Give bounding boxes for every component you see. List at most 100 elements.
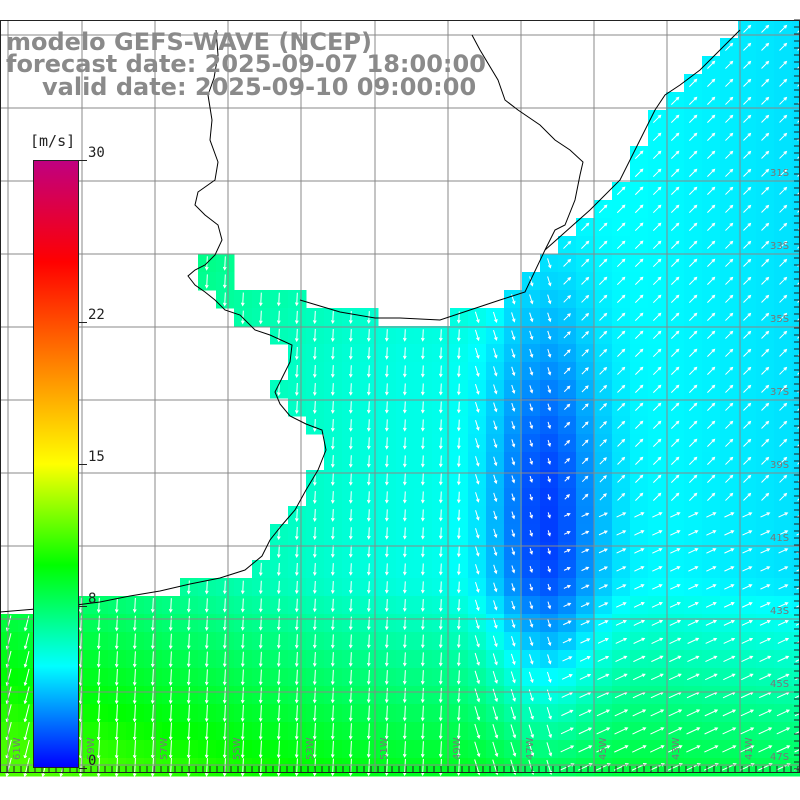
wind-arrow (402, 527, 407, 540)
wind-arrow (617, 492, 626, 501)
wind-arrow (616, 530, 627, 536)
wind-arrow (348, 491, 353, 504)
wind-arrow (632, 709, 647, 717)
wind-arrow (474, 706, 481, 721)
wind-arrow (689, 384, 698, 393)
wind-arrow (705, 637, 718, 644)
wind-arrow (510, 689, 516, 702)
wind-arrow (402, 383, 407, 396)
wind-arrow (668, 727, 683, 735)
wind-arrow (652, 222, 662, 232)
wind-arrow (689, 330, 698, 339)
wind-arrow (634, 150, 644, 160)
wind-arrow (438, 329, 443, 342)
wind-arrow (294, 562, 299, 577)
wind-arrow (616, 276, 626, 286)
wind-arrow (222, 580, 227, 595)
wind-arrow (312, 383, 317, 396)
wind-arrow (761, 384, 770, 393)
wind-arrow (778, 512, 789, 518)
wind-arrow (294, 400, 299, 415)
wind-arrow (617, 402, 626, 411)
wind-cell (792, 236, 800, 255)
wind-arrow (777, 673, 790, 681)
wind-arrow (741, 637, 754, 644)
wind-arrow (740, 709, 755, 717)
wind-arrow (725, 474, 734, 483)
wind-arrow (529, 312, 534, 323)
wind-arrow (670, 566, 681, 572)
wind-arrow (634, 276, 644, 286)
wind-arrow (670, 294, 680, 304)
wind-arrow (511, 636, 516, 647)
wind-arrow (778, 566, 789, 572)
latitude-label: 41S (770, 533, 789, 544)
wind-arrow (706, 566, 717, 572)
wind-arrow (724, 548, 735, 554)
wind-arrow (546, 689, 552, 702)
wind-arrow (493, 402, 498, 413)
wind-arrow (330, 455, 335, 468)
wind-arrow (312, 652, 317, 668)
wind-arrow (617, 456, 626, 465)
wind-arrow (348, 581, 353, 594)
wind-arrow (5, 757, 12, 778)
wind-arrow (529, 385, 534, 394)
lat-lon-grid (0, 19, 800, 773)
wind-cell (792, 146, 800, 165)
wind-arrow (366, 598, 371, 613)
wind-arrow (707, 456, 716, 465)
wind-arrow (240, 705, 245, 723)
wind-arrow (546, 742, 553, 757)
wind-arrow (616, 512, 627, 518)
wind-arrow (634, 512, 645, 518)
wind-arrow (581, 421, 589, 429)
wind-arrow (796, 568, 800, 572)
wind-arrow (150, 633, 155, 650)
wind-arrow (23, 668, 30, 687)
wind-arrow (529, 439, 534, 448)
wind-arrow (616, 186, 626, 196)
wind-arrow (599, 475, 607, 483)
wind-arrow (78, 757, 83, 778)
wind-arrow (150, 686, 155, 705)
wind-arrow (706, 548, 717, 554)
wind-arrow (493, 420, 498, 431)
wind-arrow (563, 385, 571, 393)
wind-arrow (493, 348, 498, 359)
wind-arrow (724, 566, 735, 572)
wind-arrow (312, 509, 317, 522)
wind-arrow (294, 364, 299, 379)
wind-arrow (402, 347, 407, 360)
wind-arrow (599, 366, 608, 375)
wind-arrow (707, 240, 716, 249)
wind-arrow (493, 329, 498, 341)
wind-arrow (294, 722, 299, 741)
wind-arrow (511, 312, 516, 323)
wind-arrow (330, 437, 335, 450)
wind-arrow (529, 348, 534, 358)
wind-arrow (204, 687, 209, 704)
wind-arrow (689, 420, 698, 429)
wind-arrow (704, 745, 719, 753)
wind-arrow (797, 425, 800, 429)
wind-arrow (581, 385, 589, 393)
wind-arrow (599, 457, 607, 465)
wind-arrow (330, 581, 335, 594)
wind-arrow (797, 353, 800, 357)
wind-arrow (511, 547, 516, 556)
wind-arrow (722, 709, 737, 717)
wind-arrow (420, 473, 425, 486)
longitude-label: 61W (12, 737, 23, 760)
wind-arrow (348, 563, 353, 576)
wind-arrow (779, 60, 788, 69)
wind-arrow (740, 727, 755, 735)
wind-arrow (797, 173, 800, 177)
wind-arrow (240, 580, 245, 595)
wind-arrow (634, 168, 644, 178)
wind-arrow (634, 222, 644, 232)
wind-arrow (474, 329, 480, 342)
wind-arrow (475, 581, 480, 593)
wind-arrow (761, 420, 770, 429)
wind-arrow (761, 24, 770, 33)
